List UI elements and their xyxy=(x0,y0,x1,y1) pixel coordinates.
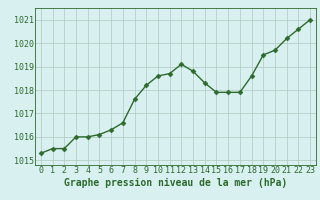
X-axis label: Graphe pression niveau de la mer (hPa): Graphe pression niveau de la mer (hPa) xyxy=(64,178,287,188)
